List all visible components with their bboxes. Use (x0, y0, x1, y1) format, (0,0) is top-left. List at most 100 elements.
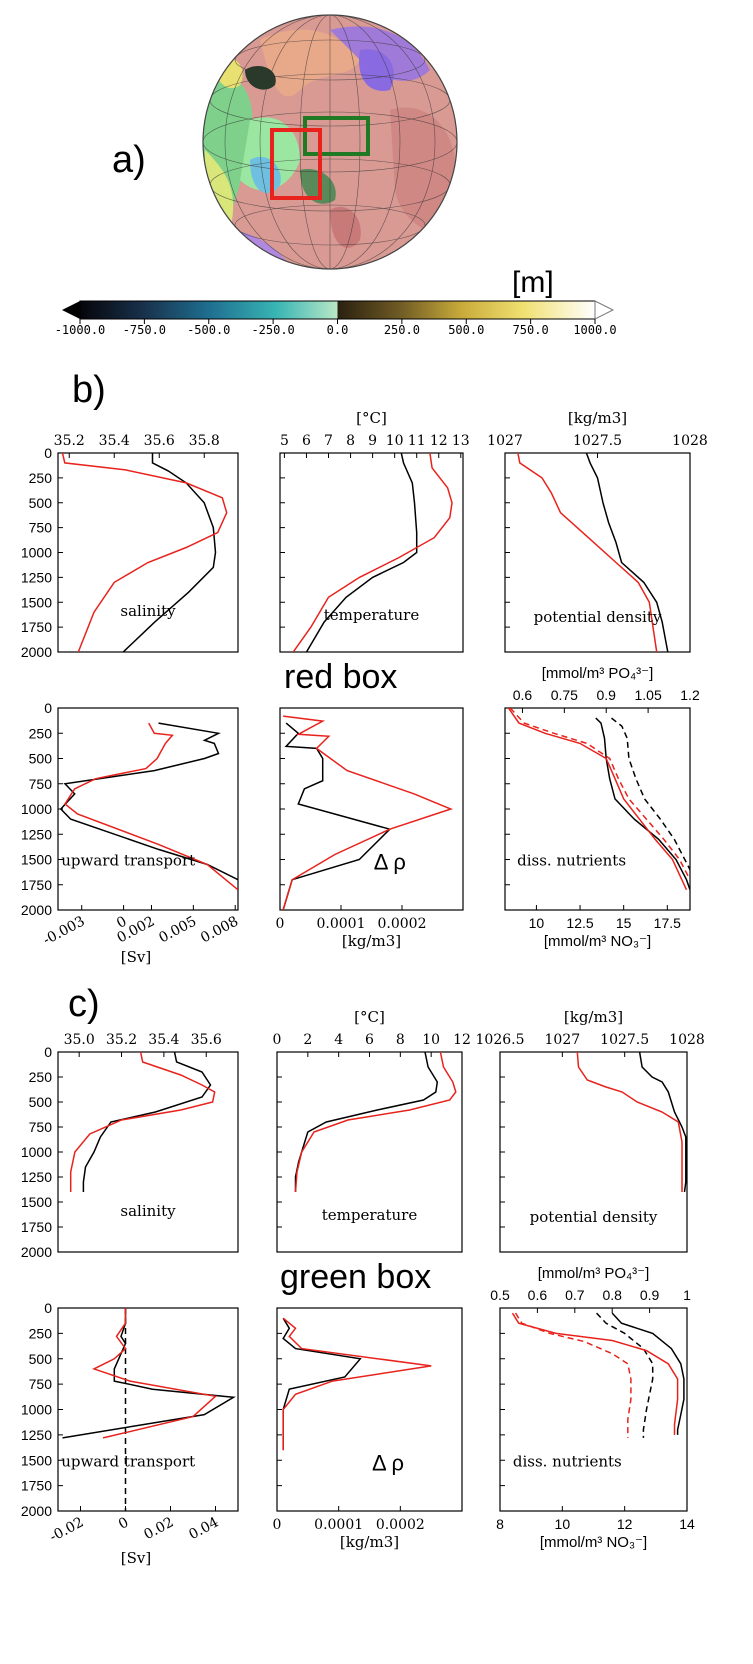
plot-label: potential density (534, 608, 662, 626)
y-tick-label: 250 (29, 725, 53, 741)
top-tick-label: 6 (365, 1032, 374, 1048)
top-unit-label: [kg/m3] (564, 1008, 623, 1026)
y-tick-label: 0 (44, 445, 52, 461)
series-line-black (595, 717, 690, 891)
plot-label: Δ ρ (372, 1450, 404, 1475)
bottom-tick-label: 0.04 (186, 1514, 221, 1543)
plot-label: salinity (120, 602, 176, 620)
y-tick-label: 750 (29, 776, 53, 792)
y-tick-label: 1000 (21, 1144, 52, 1160)
plot-c-transport: 0 250 500 750 1000 1250 1500 1750 2000-0.02 0 0.02… (21, 1300, 239, 1567)
series-line-red-dashed (514, 1312, 632, 1438)
series-line-red (64, 722, 238, 891)
top-tick-label: 8 (346, 433, 355, 449)
y-tick-label: 1250 (21, 1169, 52, 1185)
series-line-red (292, 453, 453, 652)
top-tick-label: 0.7 (565, 1287, 585, 1303)
bottom-tick-label: 0.0001 (317, 916, 366, 932)
top-unit-label: [mmol/m³ PO₄³⁻] (542, 665, 654, 682)
green-box-title: green box (280, 1258, 431, 1296)
series-line-red (507, 708, 688, 891)
y-tick-label: 1500 (21, 1194, 52, 1210)
top-tick-label: 13 (452, 433, 470, 449)
top-tick-label: 0.75 (551, 687, 578, 703)
y-tick-label: 1250 (21, 1427, 52, 1443)
series-line-black (305, 453, 418, 652)
plot-label: potential density (530, 1208, 658, 1226)
panel-b-letter: b) (72, 369, 106, 411)
y-tick-label: 2000 (21, 1503, 52, 1519)
y-tick-label: 1250 (21, 826, 52, 842)
series-line-black (282, 722, 392, 910)
plot-c-density: 1026.5 1027 1027.5 1028 [kg/m3] potential den… (476, 1008, 705, 1253)
colorbar-tick-label: 250.0 (384, 323, 420, 337)
bottom-unit-label: [mmol/m³ NO₃⁻] (540, 1534, 647, 1551)
bottom-tick-label: -0.003 (41, 913, 88, 948)
colorbar-tick-label: -250.0 (251, 323, 294, 337)
bottom-tick-label: 12.5 (566, 915, 593, 931)
y-tick-label: 1000 (21, 545, 52, 561)
bottom-tick-label: 0.02 (141, 1514, 176, 1543)
top-tick-label: 6 (302, 433, 311, 449)
y-tick-label: 750 (29, 520, 53, 536)
top-tick-label: 35.4 (99, 433, 130, 449)
top-tick-label: 0.9 (596, 687, 616, 703)
series-line-red (517, 453, 658, 652)
plot-b-salinity: 0 250 500 750 1000 1250 1500 1750 2000 35.2 35.4 35… (21, 433, 239, 660)
series-group (294, 1052, 457, 1193)
series-line-red (92, 1308, 218, 1439)
colorbar-tick-label: -750.0 (123, 323, 166, 337)
y-tick-label: 1000 (21, 1402, 52, 1418)
bottom-tick-label: 12 (617, 1516, 633, 1532)
top-unit-label: [mmol/m³ PO₄³⁻] (538, 1265, 650, 1282)
y-tick-label: 250 (29, 470, 53, 486)
red-box-title: red box (284, 658, 397, 696)
colorbar-tick-label: -500.0 (187, 323, 230, 337)
bottom-tick-label: 15 (616, 915, 632, 931)
y-tick-label: 1750 (21, 1478, 52, 1494)
bottom-tick-label: 0 (276, 916, 285, 932)
panel-a-letter: a) (112, 139, 146, 181)
colorbar-tick-label: -1000.0 (55, 323, 106, 337)
colorbar-tick-label: 1000.0 (573, 323, 616, 337)
red-box-outline (270, 128, 322, 200)
series-group (69, 1052, 216, 1192)
plot-frame (276, 1307, 463, 1512)
series-line-black (62, 1308, 236, 1439)
plot-frame (504, 707, 691, 911)
y-tick-label: 0 (44, 1044, 52, 1060)
series-line-black (122, 453, 217, 652)
y-tick-label: 0 (44, 700, 52, 716)
bottom-unit-label: [Sv] (121, 1549, 151, 1567)
series-group (59, 722, 238, 891)
plot-c-drho: 0 0.0001 0.0002[kg/m3] Δ ρ (273, 1307, 463, 1551)
series-group (576, 1052, 687, 1193)
top-unit-label: [°C] (356, 409, 387, 427)
top-tick-label: 1026.5 (476, 1032, 525, 1048)
bottom-tick-label: 0.0001 (314, 1517, 363, 1533)
plot-label: upward transport (61, 852, 195, 870)
y-tick-label: 1500 (21, 1452, 52, 1468)
bottom-unit-label: [Sv] (121, 948, 151, 966)
series-line-black (585, 453, 669, 652)
y-tick-label: 1250 (21, 569, 52, 585)
series-line-red (294, 1052, 457, 1193)
y-tick-label: 1500 (21, 594, 52, 610)
plot-label: diss. nutrients (513, 1452, 622, 1470)
bottom-tick-label: 0.0002 (378, 916, 427, 932)
bottom-unit-label: [kg/m3] (342, 932, 401, 950)
top-tick-label: 1027 (545, 1032, 581, 1048)
top-tick-label: 35.8 (189, 433, 220, 449)
plot-frame (57, 1307, 239, 1512)
top-tick-label: 35.0 (64, 1032, 95, 1048)
series-group (61, 453, 228, 652)
plot-c-temperature: 0 2 4 6 8 10 12 [°C] temperature (273, 1008, 471, 1253)
series-group (511, 1312, 685, 1438)
top-tick-label: 0.6 (528, 1287, 548, 1303)
plot-b-drho: 0 0.0001 0.0002[kg/m3] Δ ρ (276, 707, 464, 950)
top-tick-label: 1027 (487, 433, 523, 449)
series-group (292, 453, 453, 652)
plot-label: Δ ρ (374, 850, 406, 875)
